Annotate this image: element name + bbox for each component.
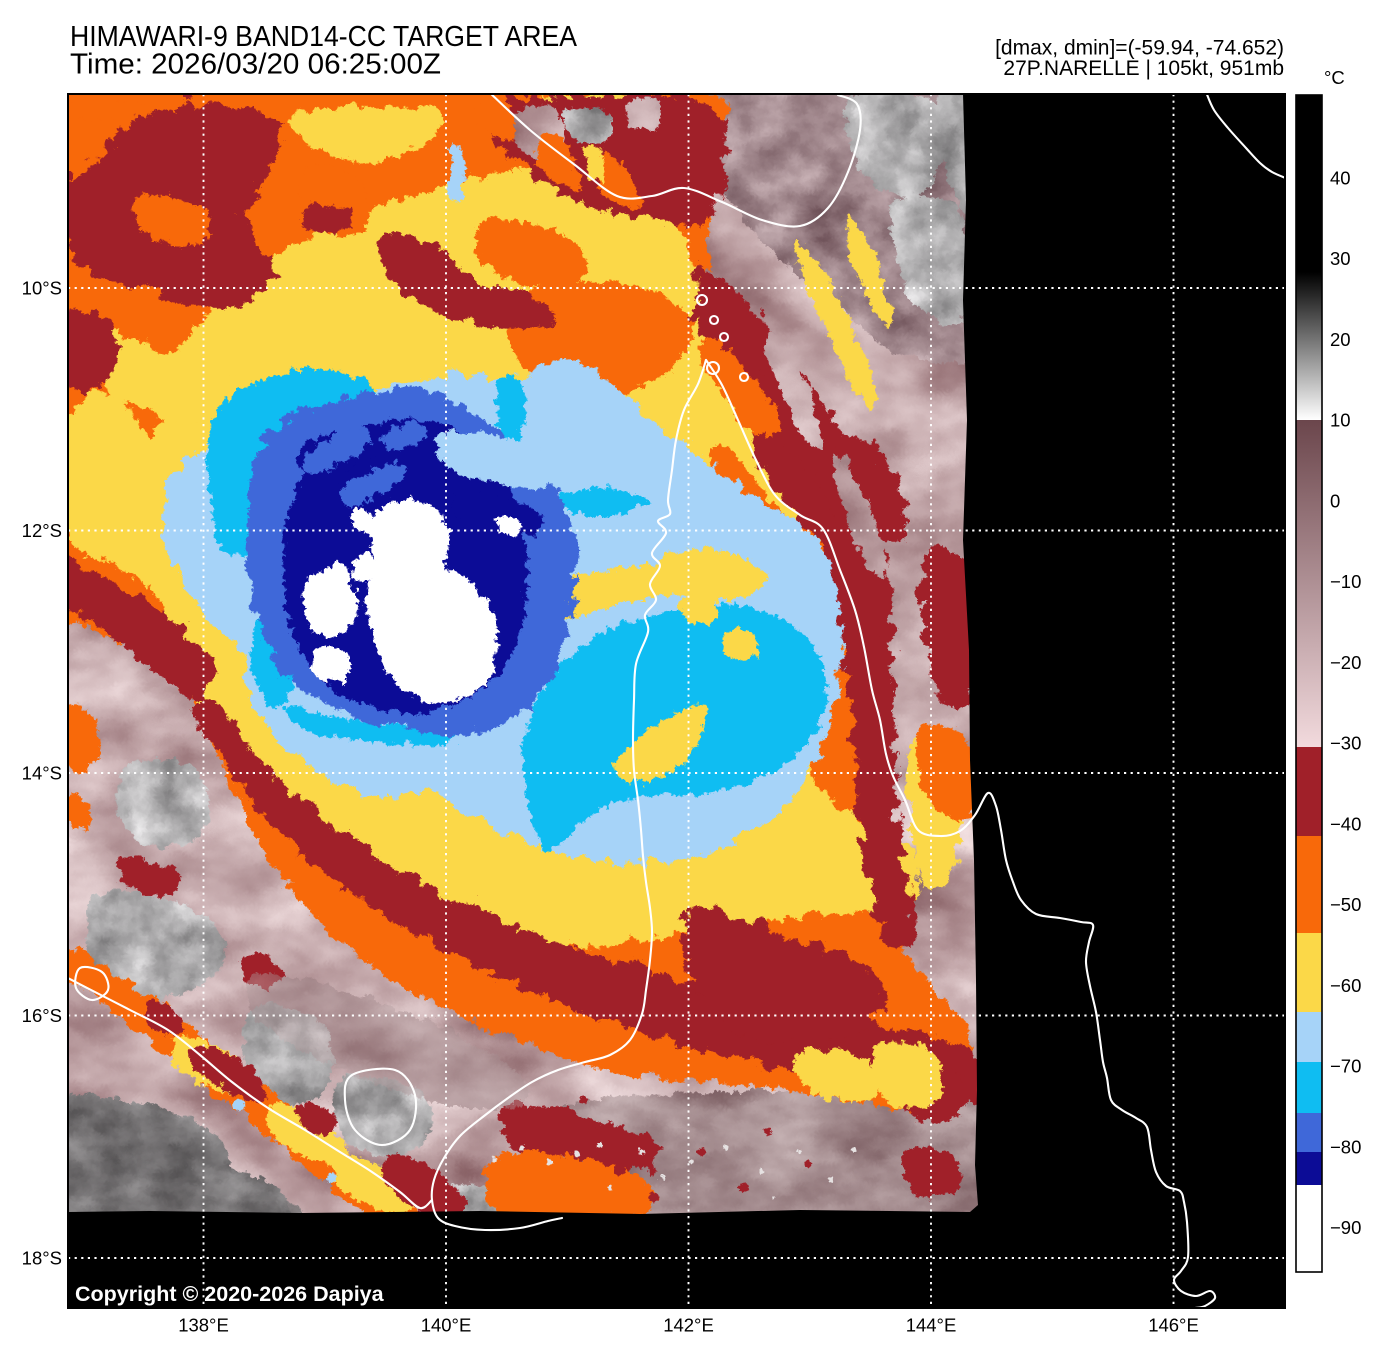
svg-text:Time: 2026/03/20 06:25:00Z: Time: 2026/03/20 06:25:00Z bbox=[70, 49, 441, 81]
svg-text:−60: −60 bbox=[1330, 975, 1361, 996]
svg-text:14°S: 14°S bbox=[22, 763, 62, 784]
svg-text:16°S: 16°S bbox=[22, 1005, 62, 1026]
svg-text:30: 30 bbox=[1330, 248, 1351, 269]
svg-text:−40: −40 bbox=[1330, 813, 1361, 834]
svg-text:−70: −70 bbox=[1330, 1056, 1361, 1077]
svg-text:146°E: 146°E bbox=[1148, 1315, 1199, 1336]
svg-text:−90: −90 bbox=[1330, 1217, 1361, 1238]
svg-text:[dmax, dmin]=(-59.94, -74.652): [dmax, dmin]=(-59.94, -74.652) bbox=[995, 37, 1284, 60]
svg-text:°C: °C bbox=[1324, 67, 1345, 88]
svg-text:−10: −10 bbox=[1330, 571, 1361, 592]
svg-text:138°E: 138°E bbox=[178, 1315, 229, 1336]
svg-text:10°S: 10°S bbox=[22, 278, 62, 299]
svg-text:40: 40 bbox=[1330, 168, 1351, 189]
svg-text:−50: −50 bbox=[1330, 894, 1361, 915]
svg-text:18°S: 18°S bbox=[22, 1248, 62, 1269]
svg-text:−20: −20 bbox=[1330, 652, 1361, 673]
svg-text:Copyright © 2020-2026 Dapiya: Copyright © 2020-2026 Dapiya bbox=[75, 1282, 385, 1306]
svg-text:10: 10 bbox=[1330, 410, 1351, 431]
svg-text:12°S: 12°S bbox=[22, 520, 62, 541]
svg-text:HIMAWARI-9 BAND14-CC TARGET AR: HIMAWARI-9 BAND14-CC TARGET AREA bbox=[70, 21, 577, 53]
svg-text:−80: −80 bbox=[1330, 1136, 1361, 1157]
svg-text:20: 20 bbox=[1330, 329, 1351, 350]
svg-text:140°E: 140°E bbox=[421, 1315, 472, 1336]
svg-text:144°E: 144°E bbox=[906, 1315, 957, 1336]
svg-text:142°E: 142°E bbox=[663, 1315, 714, 1336]
svg-text:0: 0 bbox=[1330, 490, 1340, 511]
svg-text:27P.NARELLE | 105kt, 951mb: 27P.NARELLE | 105kt, 951mb bbox=[1003, 57, 1284, 80]
svg-text:−30: −30 bbox=[1330, 733, 1361, 754]
